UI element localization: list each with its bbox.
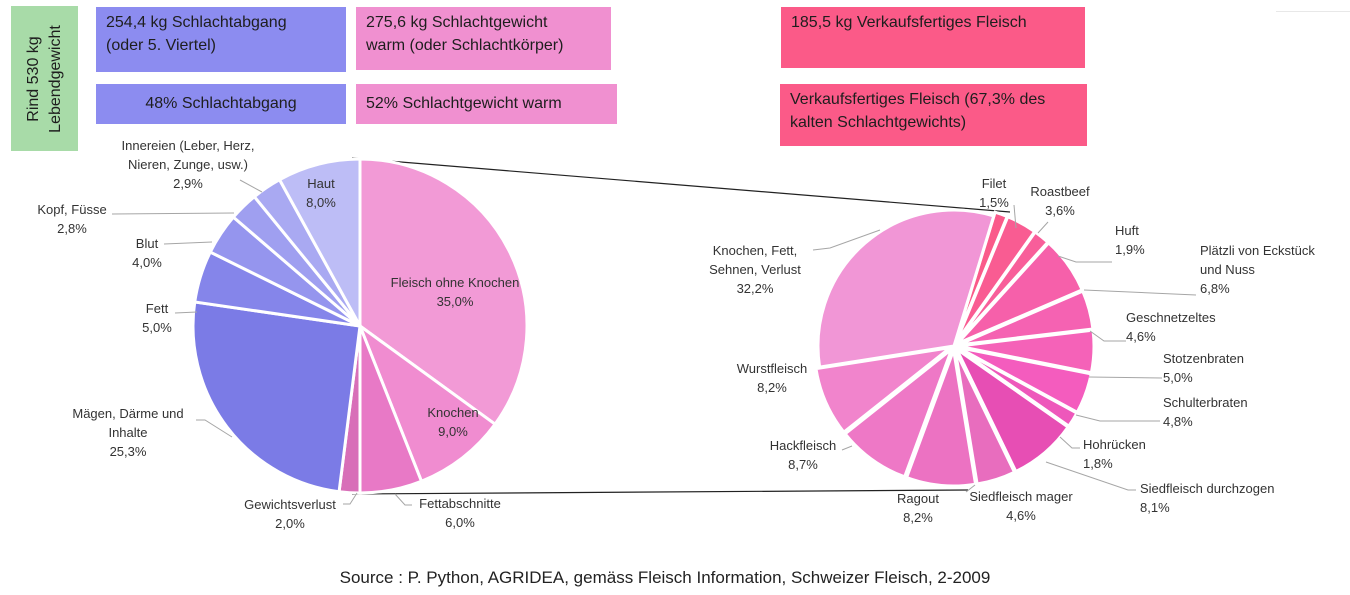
slice-label-siedfleisch-durchzogen: Siedfleisch durchzogen 8,1%: [1140, 481, 1274, 515]
slaughter-waste-pct-box: 48% Schlachtabgang: [96, 84, 346, 124]
divider-line: [1276, 11, 1350, 12]
leader-line-siedfleisch-durchzogen: [1045, 461, 1136, 491]
leader-line-knochen-fett-sehnen-verlust: [812, 229, 881, 251]
leader-line-pl-tzli-von-eckst-ck-und-nuss: [1083, 289, 1197, 296]
carcass-weight-kg-box: 275,6 kg Schlachtgewicht warm (oder Schl…: [356, 7, 611, 70]
slice-label-blut: Blut 4,0%: [132, 236, 162, 270]
leader-line-fettabschnitte: [394, 493, 412, 506]
slice-label-haut: Haut 8,0%: [306, 176, 336, 210]
slaughter-waste-kg-box: 254,4 kg Schlachtabgang (oder 5. Viertel…: [96, 7, 346, 72]
live-weight-label-box: Rind 530 kg Lebendgewicht: [11, 6, 78, 151]
slice-label-roastbeef: Roastbeef 3,6%: [1030, 184, 1090, 218]
leader-line-blut: [163, 241, 213, 245]
pie-slice-hackfleisch: [843, 344, 955, 479]
slice-label-fleisch-ohne-knochen: Fleisch ohne Knochen 35,0%: [391, 275, 520, 309]
leader-line-siedfleisch-mager: [965, 484, 976, 493]
leader-line-roastbeef: [1037, 221, 1049, 234]
leader-line-kopf-f-sse: [111, 212, 235, 215]
leader-line-gewichtsverlust: [343, 492, 358, 505]
carcass-weight-pct-box: 52% Schlachtgewicht warm: [356, 84, 617, 124]
slice-label-innereien-leber-herz-nieren-zunge-usw: Innereien (Leber, Herz, Nieren, Zunge, us…: [122, 138, 255, 191]
source-note: Source : P. Python, AGRIDEA, gemäss Flei…: [339, 568, 991, 587]
slice-label-huft: Huft 1,9%: [1115, 223, 1145, 257]
connector-line-1: [351, 157, 1011, 213]
pie-slice-wurstfleisch: [814, 345, 956, 435]
slice-label-schulterbraten: Schulterbraten 4,8%: [1163, 395, 1248, 429]
slice-label-hackfleisch: Hackfleisch 8,7%: [770, 438, 836, 472]
leader-line-stotzenbraten: [1088, 376, 1163, 379]
slice-labels: Fleisch ohne Knochen 35,0% Knochen 9,0% Fett…: [37, 138, 1315, 531]
leader-line-hackfleisch: [841, 445, 853, 451]
pie-slice-ragout: [904, 344, 978, 488]
pie-slice-knochen-fett-sehnen-verlust: [816, 208, 996, 369]
slice-label-fett: Fett 5,0%: [142, 301, 172, 335]
slice-label-knochen: Knochen 9,0%: [427, 405, 478, 439]
saleable-meat-kg-box: 185,5 kg Verkaufsfertiges Fleisch: [781, 7, 1085, 68]
connector-line-2: [351, 489, 969, 495]
pie-chart-meat: [814, 208, 1096, 488]
saleable-meat-pct-box: Verkaufsfertiges Fleisch (67,3% des kalt…: [780, 84, 1087, 146]
slice-label-kopf-f-sse: Kopf, Füsse 2,8%: [37, 202, 106, 236]
leader-line-geschnetzeltes: [1089, 330, 1126, 342]
pie-slice-siedfleisch-mager: [953, 349, 1017, 486]
pie-slice-m-gen-d-rme-und-inhalte: [191, 300, 362, 494]
pie-connector-lines: [351, 157, 1011, 495]
pie-slice-fleisch-ohne-knochen: [358, 157, 529, 427]
slice-label-geschnetzeltes: Geschnetzeltes 4,6%: [1126, 310, 1216, 344]
leader-line-innereien-leber-herz-nieren-zunge-usw: [239, 179, 263, 193]
slice-label-gewichtsverlust: Gewichtsverlust 2,0%: [244, 497, 336, 531]
pie-charts: Fleisch ohne Knochen 35,0% Knochen 9,0% Fett…: [37, 138, 1315, 531]
pie-chart-slaughter: [191, 157, 529, 495]
slice-label-pl-tzli-von-eckst-ck-und-nuss: Plätzli von Eckstück und Nuss 6,8%: [1200, 243, 1315, 296]
pie-slice-haut: [277, 157, 362, 327]
pie-slice-siedfleisch-durchzogen: [952, 344, 1071, 474]
slice-label-fettabschnitte: Fettabschnitte 6,0%: [419, 496, 501, 530]
slice-label-ragout: Ragout 8,2%: [897, 491, 939, 525]
leader-line-huft: [1057, 255, 1112, 263]
slice-label-m-gen-d-rme-und-inhalte: Mägen, Därme und Inhalte 25,3%: [72, 406, 183, 459]
slice-label-stotzenbraten: Stotzenbraten 5,0%: [1163, 351, 1244, 385]
pie-slice-knochen: [356, 321, 498, 484]
slice-label-knochen-fett-sehnen-verlust: Knochen, Fett, Sehnen, Verlust 32,2%: [709, 243, 801, 296]
slice-label-siedfleisch-mager: Siedfleisch mager 4,6%: [969, 489, 1073, 523]
slice-label-filet: Filet 1,5%: [979, 176, 1009, 210]
leader-line-fett: [174, 311, 198, 314]
leader-line-hohr-cken: [1059, 436, 1080, 449]
leader-line-filet: [1013, 204, 1017, 229]
leader-line-m-gen-d-rme-und-inhalte: [196, 419, 233, 438]
leader-lines: [111, 179, 1197, 506]
slice-label-wurstfleisch: Wurstfleisch 8,2%: [737, 361, 808, 395]
slice-label-hohr-cken: Hohrücken 1,8%: [1083, 437, 1146, 471]
leader-line-schulterbraten: [1075, 414, 1160, 422]
